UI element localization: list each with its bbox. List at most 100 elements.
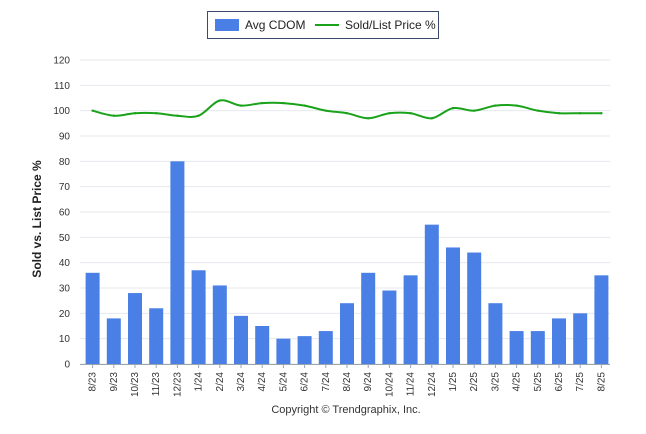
y-tick-label: 40 (59, 258, 71, 269)
bar (488, 303, 503, 364)
line-point (515, 104, 518, 107)
y-tick-label: 80 (59, 157, 71, 168)
line-point (451, 106, 455, 110)
x-tick-label: 3/25 (490, 372, 501, 392)
bar (149, 308, 164, 364)
x-tick-label: 6/25 (554, 372, 565, 392)
bar (85, 272, 100, 364)
bar (212, 285, 227, 364)
x-tick-label: 1/24 (194, 372, 205, 392)
y-tick-label: 120 (53, 56, 70, 67)
bar (318, 331, 333, 364)
line-point (324, 109, 327, 112)
x-tick-label: 12/24 (427, 372, 438, 397)
bar (594, 275, 609, 364)
bar (530, 331, 545, 364)
line-point (388, 112, 391, 115)
y-tick-label: 50 (59, 233, 71, 244)
copyright-text: Copyright © Trendgraphix, Inc. (271, 404, 420, 416)
bar (170, 161, 185, 364)
bar (446, 247, 460, 364)
line-point (218, 99, 221, 102)
legend: Avg CDOM Sold/List Price % (207, 11, 439, 39)
legend-swatch-bar (215, 19, 239, 31)
line-point (367, 117, 370, 120)
x-tick-label: 7/24 (321, 372, 332, 392)
x-tick-label: 11/24 (406, 372, 417, 397)
series-line (92, 99, 602, 120)
x-tick-label: 11/23 (151, 372, 162, 397)
line-point (91, 109, 94, 112)
x-tick-label: 4/24 (257, 372, 268, 392)
x-tick-label: 5/25 (533, 372, 544, 392)
x-tick-label: 5/24 (278, 372, 289, 392)
y-tick-label: 100 (53, 106, 70, 117)
x-tick-label: 10/23 (130, 372, 141, 397)
legend-label-bar: Avg CDOM (245, 18, 305, 32)
x-tick-label: 4/25 (512, 372, 523, 392)
bar (361, 272, 376, 364)
x-tick-label: 6/24 (300, 372, 311, 392)
bar (106, 318, 121, 364)
bar (467, 252, 482, 364)
y-tick-label: 90 (59, 132, 71, 143)
line-point (579, 112, 582, 115)
bar (382, 290, 397, 364)
line-point (197, 114, 200, 117)
x-tick-label: 8/25 (596, 372, 607, 392)
bar (573, 313, 588, 364)
y-tick-label: 20 (59, 309, 71, 320)
bar (340, 303, 354, 364)
x-tick-label: 3/24 (236, 372, 247, 392)
bar (255, 326, 270, 364)
bar-series (85, 161, 609, 364)
bar (509, 331, 524, 364)
y-tick-label: 70 (59, 182, 71, 193)
line-point (261, 101, 264, 105)
line-point (282, 101, 285, 105)
bar (552, 318, 566, 364)
bar (234, 315, 248, 364)
line-point (494, 104, 497, 107)
bar (403, 275, 418, 364)
line-point (239, 104, 243, 107)
bar (191, 270, 206, 364)
y-axis-title: Sold vs. List Price % (30, 160, 44, 278)
y-tick-label: 10 (59, 334, 71, 345)
y-axis-ticks: 0 10 20 30 40 50 60 70 80 90 100 110 120 (53, 56, 70, 371)
y-tick-label: 60 (59, 208, 71, 219)
line-point (557, 112, 561, 115)
x-tick-label: 1/25 (448, 372, 459, 392)
line-point (112, 114, 116, 117)
x-tick-label: 2/25 (469, 372, 480, 392)
line-point (176, 114, 179, 117)
legend-label-line: Sold/List Price % (345, 18, 436, 32)
x-tick-label: 7/25 (575, 372, 586, 392)
x-axis-ticks: 8/23 9/23 10/23 11/23 12/23 1/24 2/24 3/24 4/24 5… (88, 364, 607, 397)
y-tick-label: 110 (54, 81, 70, 92)
line-point (303, 104, 306, 107)
line-point (345, 112, 349, 115)
bar (128, 293, 142, 364)
x-tick-label: 8/24 (342, 372, 353, 392)
x-tick-label: 9/23 (109, 372, 120, 392)
y-tick-label: 30 (59, 284, 71, 295)
grid (80, 59, 610, 365)
y-tick-label: 0 (64, 360, 70, 371)
line-point (409, 112, 412, 115)
line-point (430, 117, 433, 120)
line-series (91, 99, 603, 120)
line-point (536, 109, 539, 112)
bar (276, 338, 291, 364)
bar (424, 224, 439, 364)
x-tick-label: 10/24 (384, 372, 395, 397)
line-point (155, 112, 158, 115)
x-tick-label: 12/23 (172, 372, 183, 397)
line-point (473, 109, 476, 112)
x-tick-label: 2/24 (215, 372, 226, 392)
bar (297, 336, 312, 364)
x-tick-label: 8/23 (88, 372, 99, 392)
x-tick-label: 9/24 (363, 372, 374, 392)
line-point (133, 112, 137, 115)
